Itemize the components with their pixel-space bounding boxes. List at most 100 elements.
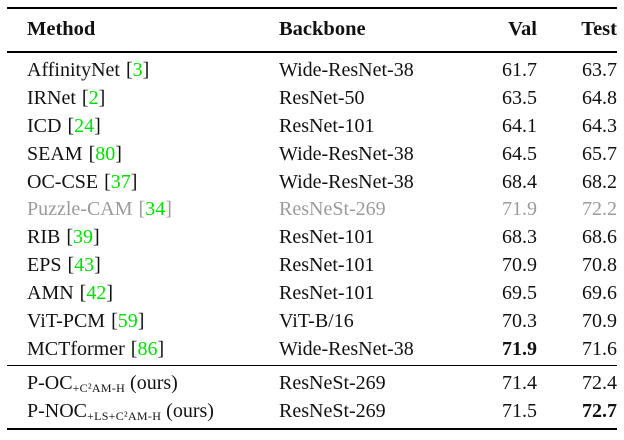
citation-number[interactable]: 34 bbox=[145, 198, 166, 221]
val-cell: 71.9 bbox=[502, 337, 537, 360]
backbone-cell: ResNet-50 bbox=[279, 86, 365, 109]
method-suffix: (ours) bbox=[130, 372, 178, 395]
table-row: MCTformer [86] Wide-ResNet-38 71.9 71.6 bbox=[7, 335, 617, 366]
citation-number[interactable]: 86 bbox=[137, 337, 158, 360]
citation-close-bracket: ] bbox=[93, 226, 100, 249]
method-cell: P-OC+C²AM-H(ours)[] bbox=[7, 366, 279, 398]
citation: [86] bbox=[131, 338, 164, 360]
method-name: AffinityNet bbox=[27, 59, 120, 81]
method-name: ICD bbox=[27, 114, 62, 137]
val-cell: 68.3 bbox=[502, 226, 537, 249]
table-row: OC-CSE [37] Wide-ResNet-38 68.4 68.2 bbox=[7, 168, 617, 196]
method-name: ViT-PCM bbox=[27, 309, 106, 332]
citation-open-bracket: [ bbox=[104, 170, 111, 193]
table-row: Puzzle-CAM [34] ResNeSt-269 71.9 72.2 bbox=[7, 196, 617, 224]
method-cell: IRNet [2] bbox=[7, 84, 279, 112]
test-cell: 70.9 bbox=[582, 309, 617, 332]
val-cell: 71.5 bbox=[502, 400, 537, 423]
test-cell: 68.2 bbox=[582, 170, 617, 193]
citation: [24] bbox=[67, 115, 100, 137]
citation-open-bracket: [ bbox=[88, 142, 96, 165]
val-cell: 70.9 bbox=[502, 254, 537, 277]
backbone-cell: ResNet-101 bbox=[279, 226, 375, 249]
val-cell: 64.1 bbox=[502, 114, 537, 137]
test-cell: 72.4 bbox=[582, 372, 617, 395]
citation: [39] bbox=[66, 226, 99, 248]
val-cell: 70.3 bbox=[502, 309, 537, 332]
test-cell: 72.7 bbox=[582, 400, 617, 423]
method-name: MCTformer bbox=[27, 337, 125, 360]
table-row: RIB [39] ResNet-101 68.3 68.6 bbox=[7, 224, 617, 252]
header-backbone: Backbone bbox=[279, 18, 366, 40]
results-table: Method Backbone Val Test AffinityNet [3] … bbox=[7, 7, 617, 430]
table-row: ICD [24] ResNet-101 64.1 64.3 bbox=[7, 112, 617, 140]
method-cell: ICD [24] bbox=[7, 112, 279, 140]
citation-number[interactable]: 2 bbox=[88, 86, 99, 109]
val-cell: 63.5 bbox=[502, 86, 537, 109]
citation-close-bracket: ] bbox=[94, 254, 101, 277]
test-cell: 63.7 bbox=[582, 59, 617, 81]
method-cell: Puzzle-CAM [34] bbox=[7, 196, 279, 224]
method-cell: RIB [39] bbox=[7, 224, 279, 252]
table-body-main: AffinityNet [3] Wide-ResNet-38 61.7 63.7 … bbox=[7, 52, 617, 366]
citation: [43] bbox=[67, 254, 100, 276]
backbone-cell: Wide-ResNet-38 bbox=[279, 170, 414, 193]
citation-open-bracket: [ bbox=[67, 114, 75, 137]
citation: [59] bbox=[111, 310, 144, 332]
table-row: P-NOC+LS+C²AM-H(ours)[] ResNeSt-269 71.5… bbox=[7, 397, 617, 428]
method-name: P-OC bbox=[27, 372, 73, 395]
citation-number[interactable]: 80 bbox=[95, 142, 116, 165]
method-subscript: +C²AM-H bbox=[72, 381, 126, 396]
citation-number[interactable]: 24 bbox=[74, 114, 95, 137]
citation-number[interactable]: 43 bbox=[74, 254, 95, 277]
backbone-cell: ResNeSt-269 bbox=[279, 198, 386, 221]
citation-close-bracket: ] bbox=[94, 114, 101, 137]
method-cell: AffinityNet [3] bbox=[7, 52, 279, 84]
method-cell: ViT-PCM [59] bbox=[7, 307, 279, 335]
val-cell: 71.4 bbox=[502, 372, 537, 395]
header-test: Test bbox=[581, 18, 617, 40]
citation-number[interactable]: 59 bbox=[117, 309, 138, 332]
method-cell: MCTformer [86] bbox=[7, 335, 279, 366]
backbone-cell: Wide-ResNet-38 bbox=[279, 142, 414, 165]
citation: [2] bbox=[82, 87, 105, 109]
table-row: EPS [43] ResNet-101 70.9 70.8 bbox=[7, 251, 617, 279]
val-cell: 69.5 bbox=[502, 282, 537, 304]
test-cell: 69.6 bbox=[582, 282, 617, 304]
citation-number[interactable]: 42 bbox=[86, 282, 107, 304]
citation-open-bracket: [ bbox=[138, 198, 146, 221]
method-name: P-NOC bbox=[27, 400, 88, 423]
backbone-cell: ResNet-101 bbox=[279, 282, 375, 304]
citation-open-bracket: [ bbox=[130, 337, 138, 360]
backbone-cell: ResNeSt-269 bbox=[279, 372, 386, 395]
citation: [42] bbox=[80, 282, 113, 304]
header-method: Method bbox=[27, 18, 96, 40]
citation-close-bracket: ] bbox=[165, 198, 172, 221]
test-cell: 68.6 bbox=[582, 226, 617, 249]
backbone-cell: ResNeSt-269 bbox=[279, 400, 386, 423]
citation-close-bracket: ] bbox=[98, 86, 106, 109]
table-row: ViT-PCM [59] ViT-B/16 70.3 70.9 bbox=[7, 307, 617, 335]
test-cell: 64.3 bbox=[582, 114, 617, 137]
table-row: AffinityNet [3] Wide-ResNet-38 61.7 63.7 bbox=[7, 52, 617, 84]
table-row: P-OC+C²AM-H(ours)[] ResNeSt-269 71.4 72.… bbox=[7, 366, 617, 398]
backbone-cell: ResNet-101 bbox=[279, 114, 375, 137]
citation-open-bracket: [ bbox=[125, 59, 133, 81]
backbone-cell: ViT-B/16 bbox=[279, 309, 354, 332]
citation: [37] bbox=[104, 171, 137, 193]
citation: [80] bbox=[89, 143, 122, 165]
backbone-cell: ResNet-101 bbox=[279, 254, 375, 277]
citation: [3] bbox=[126, 59, 149, 81]
citation: [34] bbox=[139, 198, 172, 220]
citation-open-bracket: [ bbox=[67, 254, 75, 277]
test-cell: 70.8 bbox=[582, 254, 617, 277]
test-cell: 72.2 bbox=[582, 198, 617, 221]
citation-number[interactable]: 37 bbox=[110, 170, 131, 193]
val-cell: 68.4 bbox=[502, 170, 537, 193]
citation-number[interactable]: 39 bbox=[73, 226, 94, 249]
citation-number[interactable]: 3 bbox=[132, 59, 143, 81]
method-name: RIB bbox=[27, 226, 61, 249]
citation-close-bracket: ] bbox=[115, 142, 122, 165]
backbone-cell: Wide-ResNet-38 bbox=[279, 337, 414, 360]
method-cell: SEAM [80] bbox=[7, 140, 279, 168]
